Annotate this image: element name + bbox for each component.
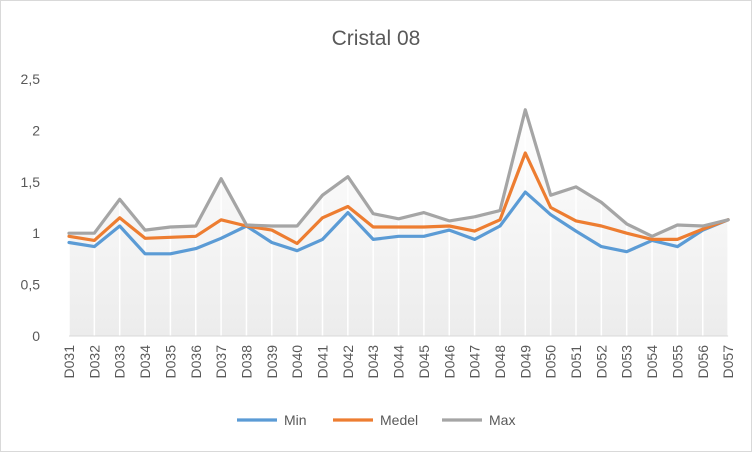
x-tick-label: D050 (543, 345, 559, 379)
series-line-min (67, 190, 730, 256)
x-tick-label: D053 (619, 345, 635, 379)
x-tick-label: D040 (289, 345, 305, 379)
x-tick-label: D035 (162, 345, 178, 379)
x-tick-label: D047 (467, 345, 483, 379)
legend-label-min: Min (284, 412, 307, 428)
y-tick-label: 2,5 (21, 71, 41, 87)
legend: Min Medel Max (237, 412, 515, 428)
x-tick-label: D042 (340, 345, 356, 379)
series-lines (67, 108, 730, 256)
legend-label-max: Max (489, 412, 515, 428)
x-tick-label: D045 (416, 345, 432, 379)
x-tick-label: D051 (568, 345, 584, 379)
x-tick-label: D043 (365, 345, 381, 379)
x-tick-label: D033 (112, 345, 128, 379)
x-tick-label: D032 (86, 345, 102, 379)
y-tick-label: 1 (32, 225, 40, 241)
series-line-medel (67, 151, 730, 246)
legend-label-medel: Medel (380, 412, 418, 428)
x-tick-label: D031 (61, 345, 77, 379)
x-tick-label: D036 (188, 345, 204, 379)
x-tick-label: D037 (213, 345, 229, 379)
x-tick-label: D041 (315, 345, 331, 379)
x-tick-label: D056 (695, 345, 711, 379)
plot-area-fill (68, 109, 729, 336)
y-tick-label: 1,5 (21, 174, 41, 190)
x-tick-label: D046 (441, 345, 457, 379)
chart-title: Cristal 08 (332, 27, 421, 50)
x-tick-label: D055 (669, 345, 685, 379)
y-tick-label: 2 (32, 122, 40, 138)
axes: 0 0,5 1 1,5 2 2,5 D031 D032 D033 D034 D035 D036 D037… (21, 71, 737, 378)
y-tick-label: 0,5 (21, 277, 41, 293)
x-tick-label: D052 (593, 345, 609, 379)
x-tick-label: D057 (720, 345, 736, 379)
x-tick-label: D054 (644, 345, 660, 379)
x-tick-label: D048 (492, 345, 508, 379)
x-tick-label: D034 (137, 345, 153, 379)
x-tick-label: D038 (238, 345, 254, 379)
x-tick-label: D044 (391, 345, 407, 379)
series-line-max (67, 108, 730, 238)
x-tick-label: D039 (264, 345, 280, 379)
y-tick-label: 0 (32, 328, 40, 344)
x-tick-label: D049 (517, 345, 533, 379)
